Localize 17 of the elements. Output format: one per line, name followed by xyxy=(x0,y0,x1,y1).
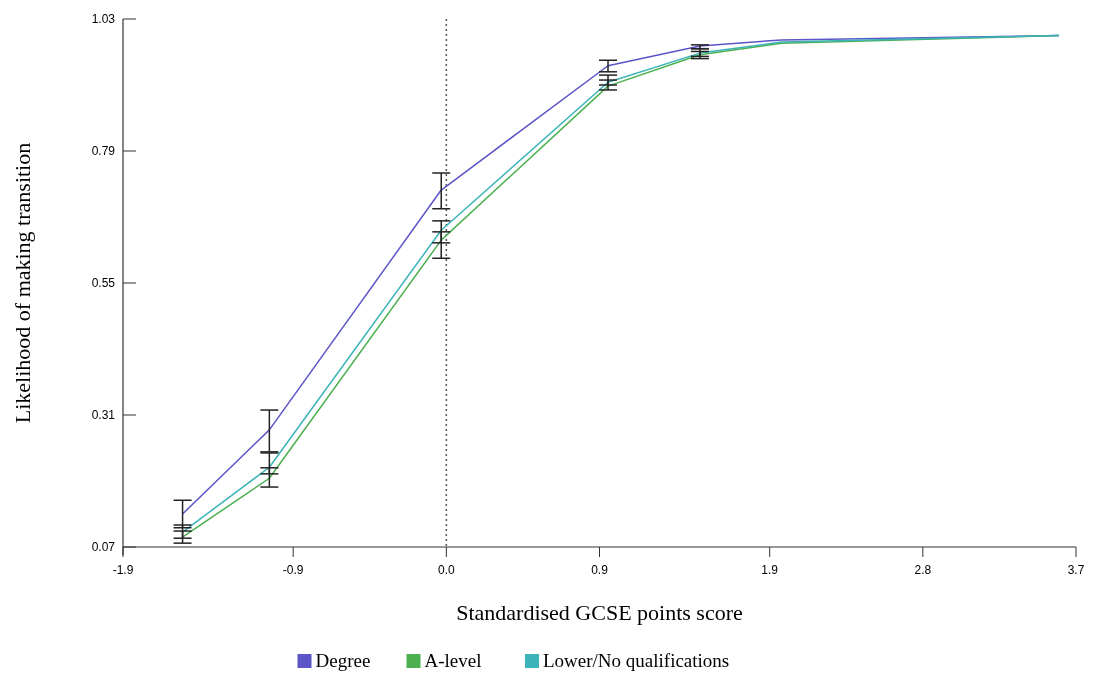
x-tick-label: -0.9 xyxy=(282,563,304,577)
legend-label: A-level xyxy=(424,650,482,671)
x-tick-label: 0.9 xyxy=(591,563,609,577)
x-tick-label: -1.9 xyxy=(112,563,134,577)
legend-label: Degree xyxy=(315,650,371,671)
y-tick-label: 0.79 xyxy=(91,144,116,158)
x-tick-label: 1.9 xyxy=(761,563,779,577)
y-tick-label: 1.03 xyxy=(91,12,116,26)
legend-label: Lower/No qualifications xyxy=(543,650,730,671)
x-axis-title: Standardised GCSE points score xyxy=(456,600,743,625)
x-tick-label: 0.0 xyxy=(438,563,455,577)
y-axis-title: Likelihood of making transition xyxy=(10,142,35,424)
y-tick-label: 0.07 xyxy=(91,540,116,554)
y-tick-label: 0.55 xyxy=(91,276,116,290)
x-tick-label: 2.8 xyxy=(914,563,932,577)
y-tick-label: 0.31 xyxy=(91,408,116,422)
x-tick-label: 3.7 xyxy=(1067,563,1085,577)
